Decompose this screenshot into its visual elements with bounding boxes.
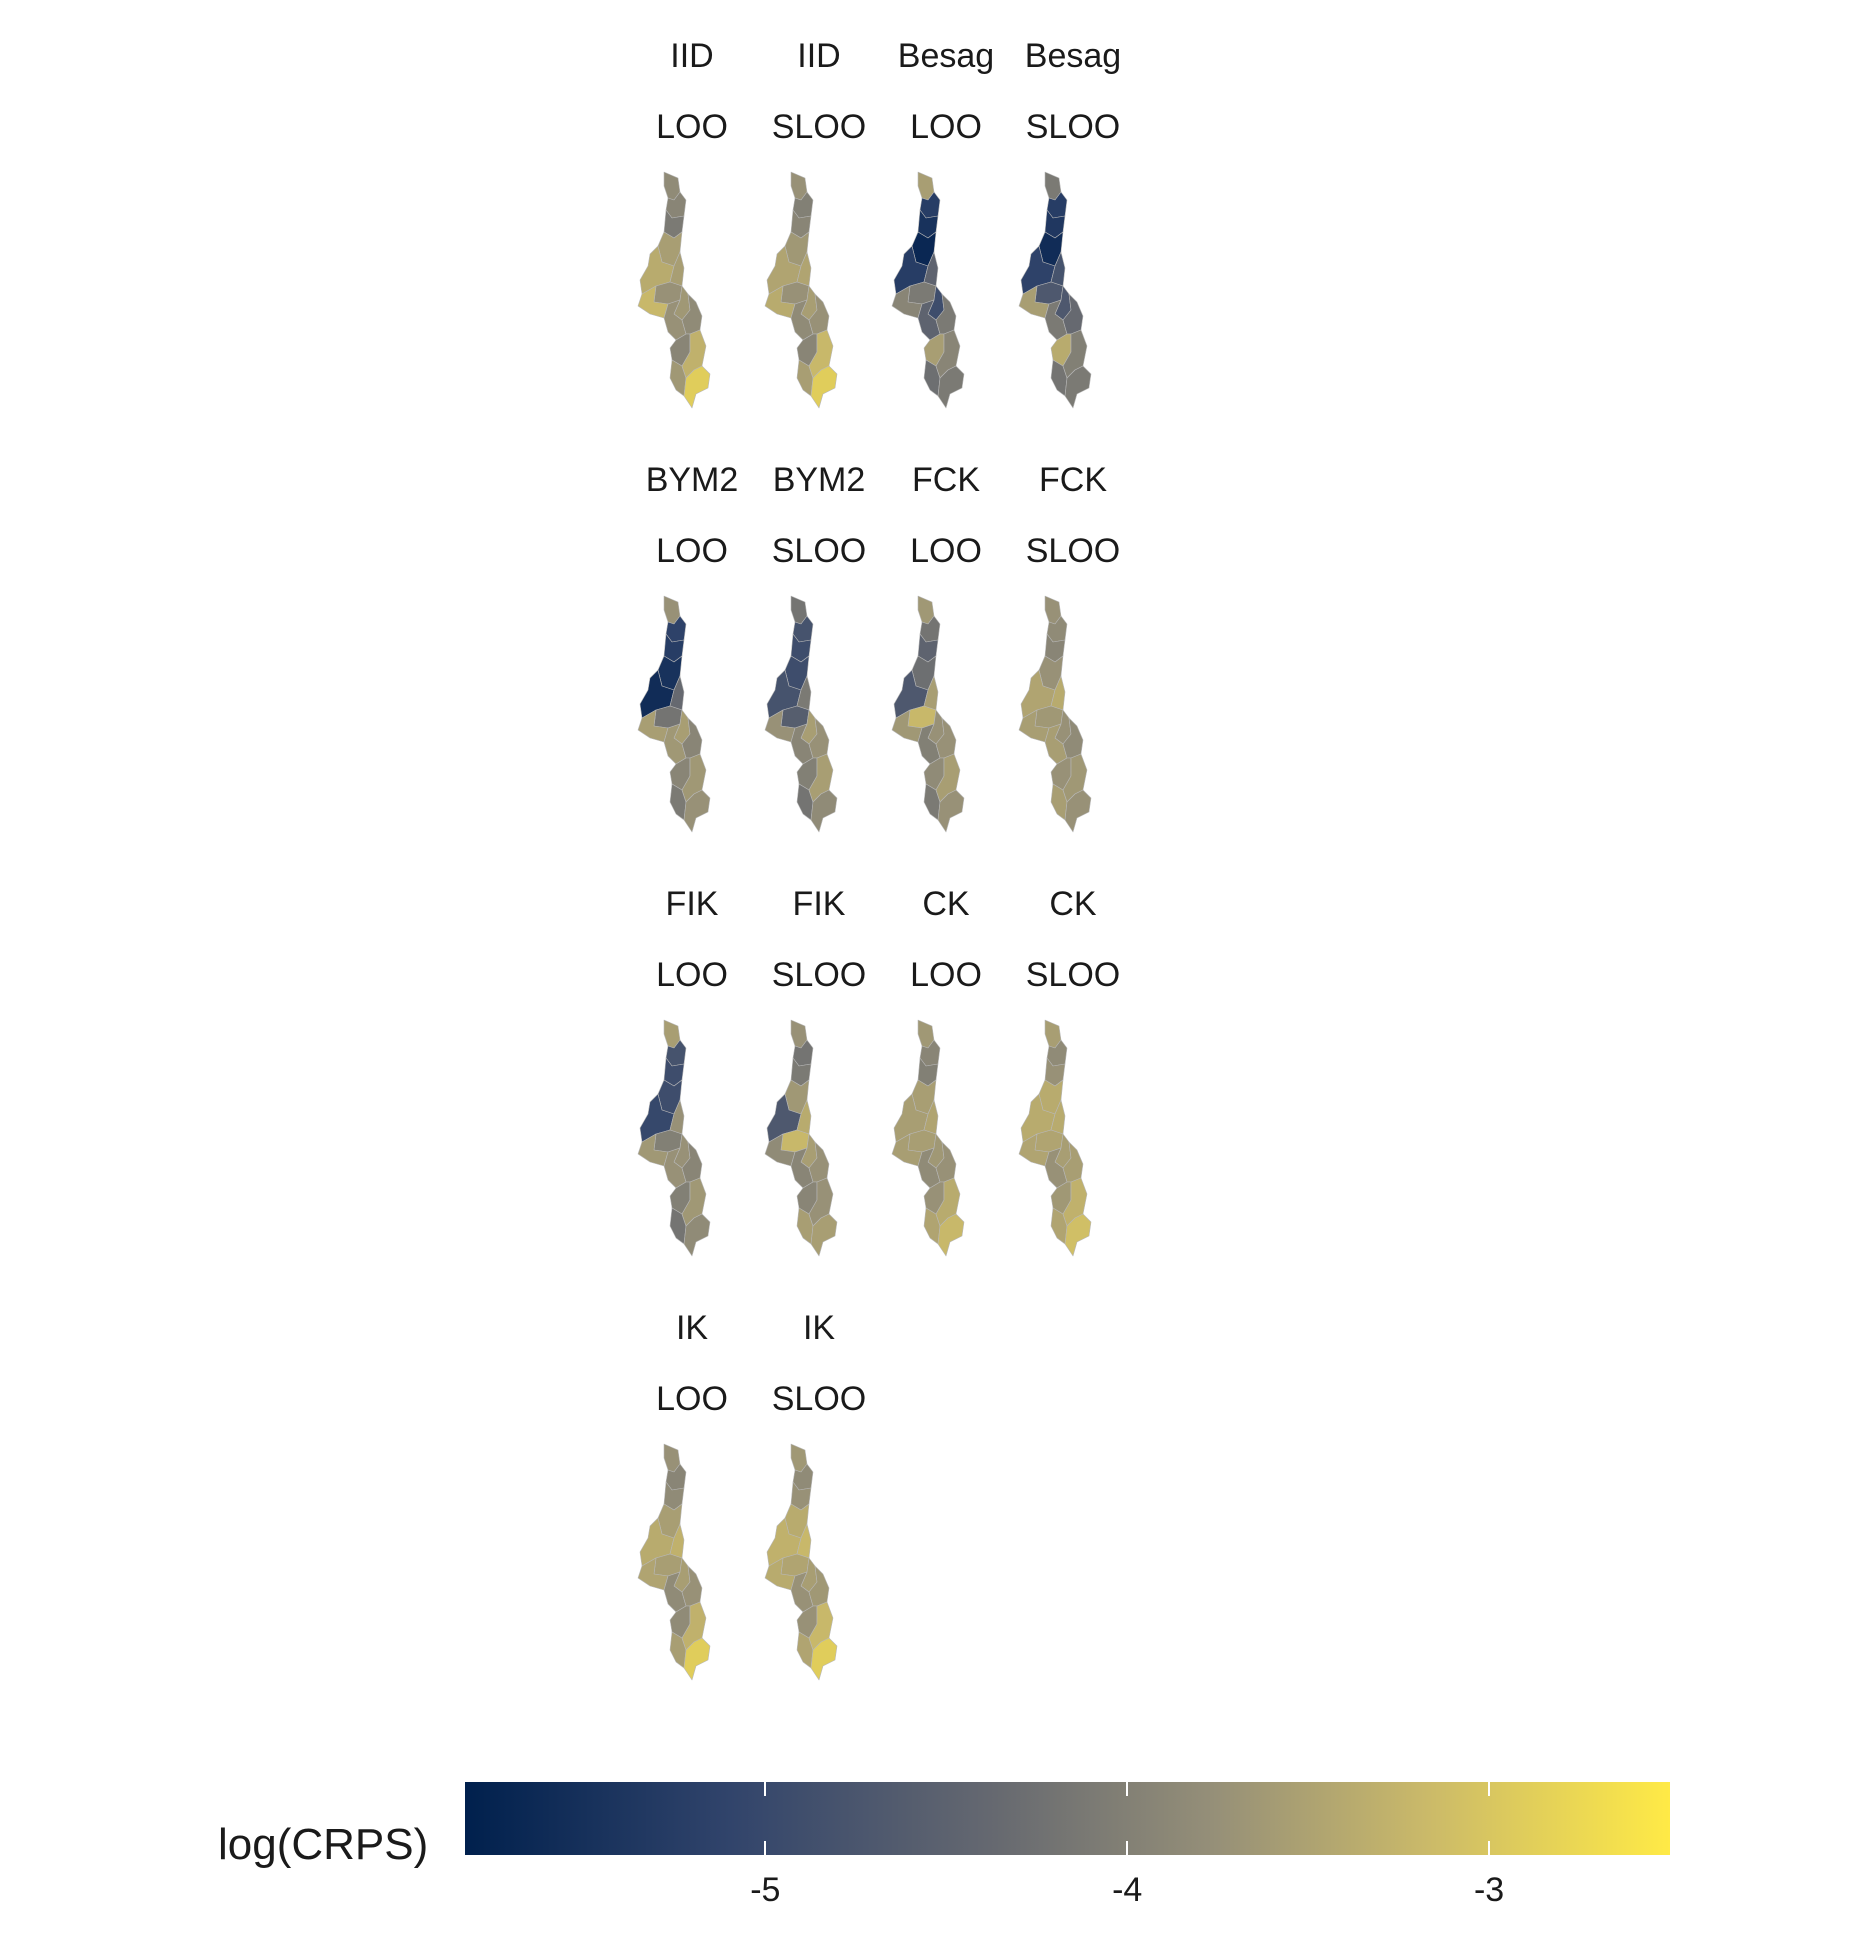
choropleth-map (891, 1019, 965, 1257)
facet-model-label: IID (670, 37, 714, 75)
facet-scheme-label: SLOO (1025, 532, 1121, 570)
colorbar-tick-label: -5 (750, 1871, 781, 1909)
facet-model-label: IK (802, 1309, 836, 1347)
colorbar-tick-mark (1126, 1841, 1129, 1855)
map-region (669, 251, 685, 287)
choropleth-map (891, 171, 965, 409)
map-region (810, 365, 838, 409)
map-region (937, 1213, 965, 1257)
choropleth-map (764, 171, 838, 409)
map-region (923, 251, 939, 287)
map-region (810, 1213, 838, 1257)
map-panel: IID SLOO (755, 0, 883, 409)
colorbar-tick-mark (764, 1841, 767, 1855)
choropleth-map (891, 595, 965, 833)
choropleth-map (1018, 595, 1092, 833)
map-region (1064, 1213, 1092, 1257)
map-region (796, 1523, 812, 1559)
facet-grid: IID LOO IID SLOO Besag LOO Besag SLOO BYM2 LOO BYM… (628, 0, 1137, 1681)
facet-scheme-label: SLOO (771, 956, 867, 994)
facet-scheme-label: SLOO (771, 532, 867, 570)
facet-scheme-label: SLOO (1025, 956, 1121, 994)
facet-model-label: FIK (665, 885, 719, 923)
map-region (683, 1637, 711, 1681)
map-panel: CK SLOO (1009, 848, 1137, 1257)
colorbar-tick-mark (1126, 1782, 1129, 1796)
choropleth-map (637, 171, 711, 409)
choropleth-map (764, 595, 838, 833)
choropleth-map (637, 1443, 711, 1681)
map-region (1064, 789, 1092, 833)
facet-scheme-label: LOO (656, 956, 728, 994)
facet-model-label: BYM2 (645, 461, 739, 499)
facet-model-label: BYM2 (772, 461, 866, 499)
map-panel: BYM2 SLOO (755, 424, 883, 833)
facet-scheme-label: LOO (656, 532, 728, 570)
choropleth-map (1018, 171, 1092, 409)
facet-scheme-label: LOO (910, 956, 982, 994)
choropleth-map (764, 1443, 838, 1681)
facet-scheme-label: SLOO (771, 1380, 867, 1418)
map-region (937, 365, 965, 409)
map-region (1064, 365, 1092, 409)
choropleth-map (1018, 1019, 1092, 1257)
facet-scheme-label: LOO (656, 1380, 728, 1418)
map-panel: CK LOO (882, 848, 1010, 1257)
map-region (683, 1213, 711, 1257)
map-region (1050, 1099, 1066, 1135)
map-panel: FCK SLOO (1009, 424, 1137, 833)
map-panel: FIK SLOO (755, 848, 883, 1257)
facet-scheme-label: LOO (910, 108, 982, 146)
map-region (683, 365, 711, 409)
facet-model-label: Besag (1024, 37, 1122, 75)
colorbar-tick-mark (764, 1782, 767, 1796)
map-region (796, 251, 812, 287)
map-region (683, 789, 711, 833)
facet-model-label: CK (922, 885, 970, 923)
map-region (923, 1099, 939, 1135)
map-region (796, 1099, 812, 1135)
map-region (796, 675, 812, 711)
colorbar-tick-mark (1488, 1782, 1491, 1796)
map-panel: FCK LOO (882, 424, 1010, 833)
map-region (669, 675, 685, 711)
legend-title: log(CRPS) (218, 1820, 429, 1869)
facet-scheme-label: SLOO (1025, 108, 1121, 146)
facet-model-label: FCK (912, 461, 980, 499)
map-region (669, 1523, 685, 1559)
map-panel: IK LOO (628, 1272, 756, 1681)
facet-model-label: IK (675, 1309, 709, 1347)
map-region (937, 789, 965, 833)
map-panel: Besag LOO (882, 0, 1010, 409)
map-panel: IID LOO (628, 0, 756, 409)
facet-scheme-label: LOO (910, 532, 982, 570)
facet-scheme-label: LOO (656, 108, 728, 146)
choropleth-map (637, 1019, 711, 1257)
map-region (1050, 675, 1066, 711)
map-region (810, 1637, 838, 1681)
colorbar-tick-label: -4 (1112, 1871, 1143, 1909)
map-panel: Besag SLOO (1009, 0, 1137, 409)
facet-model-label: FIK (792, 885, 846, 923)
facet-model-label: CK (1049, 885, 1097, 923)
choropleth-map (637, 595, 711, 833)
map-region (1050, 251, 1066, 287)
colorbar-tick-mark (1488, 1841, 1491, 1855)
facet-model-label: IID (797, 37, 841, 75)
map-region (810, 789, 838, 833)
map-panel: IK SLOO (755, 1272, 883, 1681)
map-region (669, 1099, 685, 1135)
colorbar (465, 1782, 1670, 1855)
map-panel: BYM2 LOO (628, 424, 756, 833)
choropleth-map (764, 1019, 838, 1257)
facet-model-label: FCK (1039, 461, 1107, 499)
map-region (923, 675, 939, 711)
colorbar-tick-label: -3 (1473, 1871, 1505, 1909)
facet-scheme-label: SLOO (771, 108, 867, 146)
map-panel: FIK LOO (628, 848, 756, 1257)
facet-model-label: Besag (897, 37, 995, 75)
